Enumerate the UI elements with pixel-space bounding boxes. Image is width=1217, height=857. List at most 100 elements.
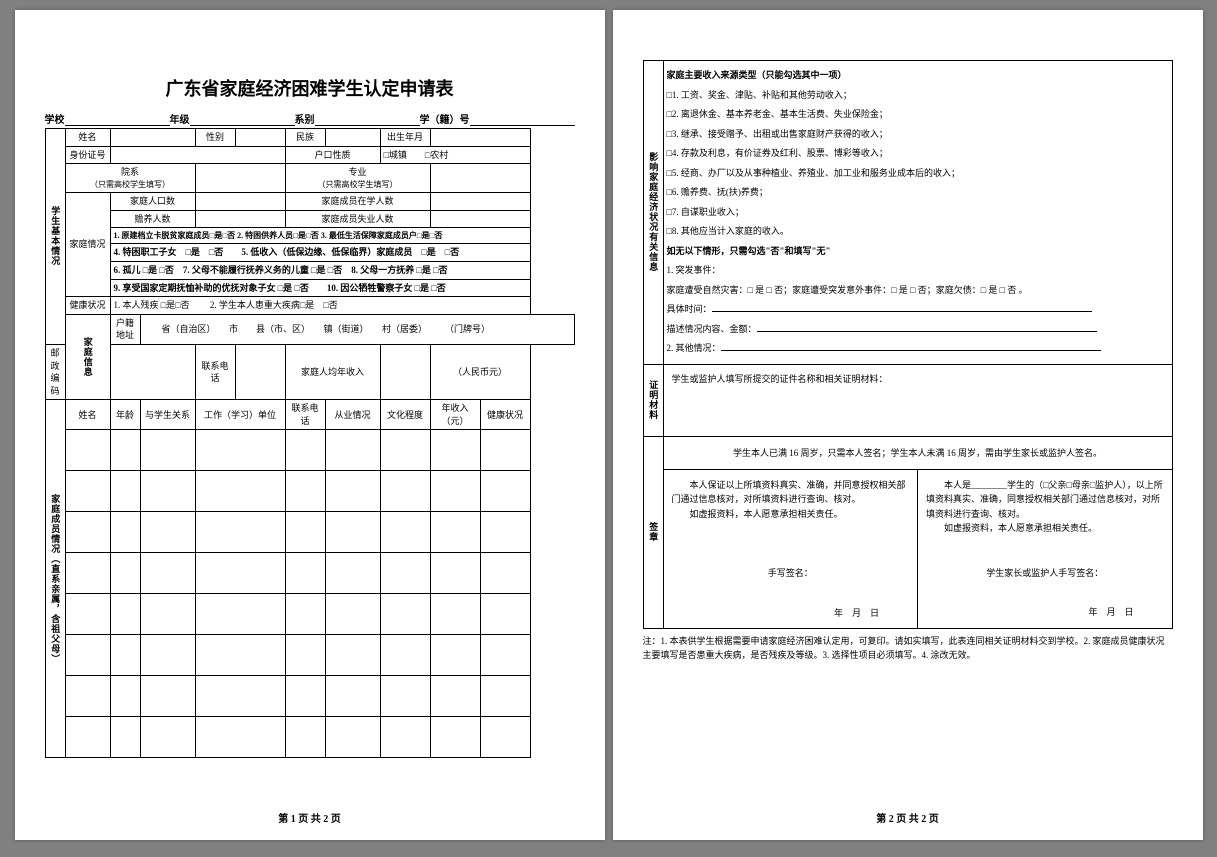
faculty-txt: 院系 xyxy=(69,166,192,179)
fam-r4[interactable]: 9. 享受国家定期抚恤补助的优抚对象子女 □是 □否 10. 因公牺牲警察子女 … xyxy=(110,279,530,297)
member-row[interactable] xyxy=(45,471,574,512)
val-sex[interactable] xyxy=(235,129,285,147)
member-row[interactable] xyxy=(45,594,574,635)
mh-0: 姓名 xyxy=(65,400,110,430)
sig-left: 本人保证以上所填资料真实、准确，并同意授权相关部门通过信息核对，对所填资料进行查… xyxy=(663,470,918,629)
val-nation[interactable] xyxy=(325,129,380,147)
ev-1: 1. 突发事件： xyxy=(667,264,1169,278)
sig-rd[interactable]: 年 月 日 xyxy=(926,605,1164,619)
income-cell: 家庭主要收入来源类型（只能勾选其中一项） □1. 工资、奖金、津贴、补贴和其他劳… xyxy=(663,61,1172,365)
inc-6[interactable]: □6. 赡养费、抚(扶)养费； xyxy=(667,186,1169,200)
sig-rs[interactable]: 学生家长或监护人手写签名： xyxy=(926,566,1164,580)
lbl-dep: 赡养人数 xyxy=(110,210,195,228)
grade-blank[interactable] xyxy=(190,111,295,126)
hdr-dept: 系别 xyxy=(295,111,315,126)
other-blank[interactable] xyxy=(721,350,1101,351)
member-row[interactable] xyxy=(45,717,574,758)
sig-ls[interactable]: 手写签名： xyxy=(672,566,910,580)
val-dep[interactable] xyxy=(195,210,285,228)
mh-7: 年收入（元） xyxy=(430,400,480,430)
ev1d-lbl: 描述情况内容、金额： xyxy=(667,324,757,334)
val-faculty[interactable] xyxy=(195,164,285,193)
main-table: 学生基本情况 姓名 性别 民族 出生年月 身份证号 户口性质 □城镇 □农村 院… xyxy=(45,128,575,758)
proof-cell[interactable]: 学生或监护人填写所提交的证件名称和相关证明材料： xyxy=(663,364,1172,436)
fam-r2[interactable]: 4. 特困职工子女 □是 □否 5. 低收入（低保边缘、低保临界）家庭成员 □是… xyxy=(110,244,530,262)
major-sub: （只需高校学生填写） xyxy=(289,179,427,190)
page-footer-1: 第 1 页 共 2 页 xyxy=(15,810,605,825)
inc-3[interactable]: □3. 继承、接受赠予、出租或出售家庭财产获得的收入； xyxy=(667,128,1169,142)
val-major[interactable] xyxy=(430,164,530,193)
header-line: 学校 年级 系别 学（籍）号 xyxy=(45,111,575,126)
ev2-lbl: 2. 其他情况： xyxy=(667,343,721,353)
sec-faminfo: 家庭信息 xyxy=(65,314,110,400)
val-health[interactable]: 1. 本人残疾 □是□否 2. 学生本人患重大疾病□是 □否 xyxy=(110,297,530,315)
lbl-stu: 家庭成员在学人数 xyxy=(285,192,430,210)
lbl-major: 专业 （只需高校学生填写） xyxy=(285,164,430,193)
inc-4[interactable]: □4. 存款及利息，有价证券及红利、股票、博彩等收入； xyxy=(667,147,1169,161)
val-avg[interactable] xyxy=(380,344,430,399)
val-stu[interactable] xyxy=(430,192,530,210)
sub-head: 如无以下情形，只需勾选"否"和填写"无" xyxy=(667,245,1169,259)
inc-7[interactable]: □7. 自谋职业收入； xyxy=(667,206,1169,220)
school-blank[interactable] xyxy=(65,111,170,126)
lbl-family: 家庭情况 xyxy=(65,192,110,296)
member-row[interactable] xyxy=(45,430,574,471)
inc-8[interactable]: □8. 其他应当计入家庭的收入。 xyxy=(667,225,1169,239)
sec-members: 家庭成员情况（直系亲属，含祖父母） xyxy=(45,400,65,758)
sig-ld[interactable]: 年 月 日 xyxy=(672,606,910,620)
notes: 注：1. 本表供学生根据需要申请家庭经济困难认定用，可复印。请如实填写，此表连同… xyxy=(643,635,1173,662)
page2-table: 影响家庭经济状况有关信息 家庭主要收入来源类型（只能勾选其中一项） □1. 工资… xyxy=(643,60,1173,629)
mh-3: 工作（学习）单位 xyxy=(195,400,285,430)
lbl-health: 健康状况 xyxy=(65,297,110,315)
desc-blank[interactable] xyxy=(757,331,1097,332)
lbl-sex: 性别 xyxy=(195,129,235,147)
val-pop[interactable] xyxy=(195,192,285,210)
val-tel[interactable] xyxy=(235,344,285,399)
val-unemp[interactable] xyxy=(430,210,530,228)
time-blank[interactable] xyxy=(712,311,1092,312)
member-row[interactable] xyxy=(45,676,574,717)
lbl-pop: 家庭人口数 xyxy=(110,192,195,210)
dept-blank[interactable] xyxy=(315,111,420,126)
lbl-hukou: 户口性质 xyxy=(285,146,380,164)
member-row[interactable] xyxy=(45,553,574,594)
sig-head: 学生本人已满 16 周岁，只需本人签名；学生本人未满 16 周岁，需由学生家长或… xyxy=(663,436,1172,470)
val-addr[interactable]: 省（自治区） 市 县（市、区） 镇（街道） 村（居委） （门牌号） xyxy=(140,314,574,344)
lbl-faculty: 院系 （只需高校学生填写） xyxy=(65,164,195,193)
inc-1[interactable]: □1. 工资、奖金、津贴、补贴和其他劳动收入； xyxy=(667,89,1169,103)
ev-2[interactable]: 2. 其他情况： xyxy=(667,342,1169,356)
mh-4: 联系电话 xyxy=(285,400,325,430)
lbl-tel: 联系电话 xyxy=(195,344,235,399)
val-dob[interactable] xyxy=(430,129,530,147)
sec-income: 影响家庭经济状况有关信息 xyxy=(643,61,663,365)
sig-right: 本人是________学生的（□父亲□母亲□监护人），以上所填资料真实、准确，同… xyxy=(918,470,1173,629)
member-row[interactable] xyxy=(45,635,574,676)
val-hukou[interactable]: □城镇 □农村 xyxy=(380,146,530,164)
fam-r1[interactable]: 1. 原建档立卡脱贫家庭成员□是□否 2. 特困供养人员□是□否 3. 最低生活… xyxy=(110,228,530,244)
ev-1d[interactable]: 描述情况内容、金额： xyxy=(667,323,1169,337)
inc-5[interactable]: □5. 经商、办厂以及从事种植业、养殖业、加工业和服务业成本后的收入； xyxy=(667,167,1169,181)
val-id[interactable] xyxy=(110,146,285,164)
val-zip[interactable] xyxy=(110,344,195,399)
sig-r-txt: 本人是________学生的（□父亲□母亲□监护人），以上所填资料真实、准确，同… xyxy=(926,478,1164,536)
member-row[interactable] xyxy=(45,512,574,553)
ev-1c[interactable]: 具体时间： xyxy=(667,303,1169,317)
lbl-nation: 民族 xyxy=(285,129,325,147)
sig-l-txt: 本人保证以上所填资料真实、准确，并同意授权相关部门通过信息核对，对所填资料进行查… xyxy=(672,478,910,521)
hdr-school: 学校 xyxy=(45,111,65,126)
ev-1b[interactable]: 家庭遭受自然灾害：□ 是 □ 否；家庭遭受突发意外事件：□ 是 □ 否；家庭欠债… xyxy=(667,284,1169,298)
lbl-unit: （人民币元） xyxy=(430,344,530,399)
fam-r3[interactable]: 6. 孤儿 □是 □否 7. 父母不能履行抚养义务的儿童 □是 □否 8. 父母… xyxy=(110,261,530,279)
class-blank[interactable] xyxy=(470,111,575,126)
lbl-unemp: 家庭成员失业人数 xyxy=(285,210,430,228)
sec-proof: 证明材料 xyxy=(643,364,663,436)
mh-6: 文化程度 xyxy=(380,400,430,430)
mh-1: 年龄 xyxy=(110,400,140,430)
inc-2[interactable]: □2. 离退休金、基本养老金、基本生活费、失业保险金； xyxy=(667,108,1169,122)
lbl-zip: 邮政编码 xyxy=(45,344,65,399)
lbl-dob: 出生年月 xyxy=(380,129,430,147)
lbl-id: 身份证号 xyxy=(65,146,110,164)
sec-sign: 签章 xyxy=(643,436,663,629)
val-name[interactable] xyxy=(110,129,195,147)
lbl-addr: 户籍地址 xyxy=(110,314,140,344)
